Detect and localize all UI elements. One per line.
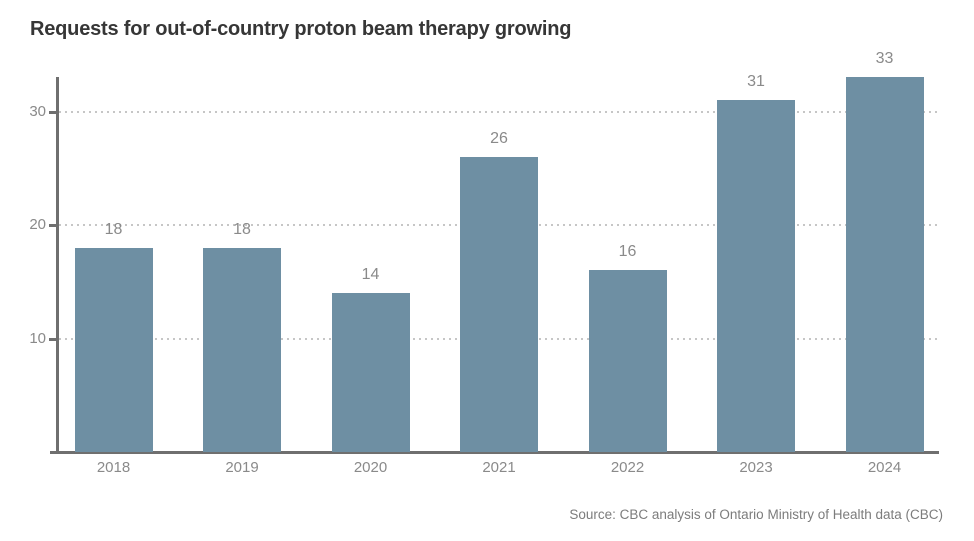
bar-value-label-2020: 14 xyxy=(361,266,380,284)
bar-value-label-2022: 16 xyxy=(618,243,637,261)
bar-value-label-2023: 31 xyxy=(747,73,765,91)
bar-2018 xyxy=(74,247,153,452)
x-tick-label-2018: 2018 xyxy=(96,459,131,476)
bar-2023 xyxy=(717,100,795,452)
bar-value-label-2021: 26 xyxy=(490,129,508,147)
y-tick-mark-20 xyxy=(49,224,57,227)
chart-title: Requests for out-of-country proton beam … xyxy=(30,18,572,40)
x-tick-label-2019: 2019 xyxy=(225,459,259,476)
y-tick-mark-30 xyxy=(49,110,57,114)
x-tick-label-2022: 2022 xyxy=(610,459,645,476)
bar-value-label-2024: 33 xyxy=(875,50,894,68)
x-tick-label-2024: 2024 xyxy=(867,459,902,476)
y-axis-line xyxy=(56,77,59,454)
y-tick-label-20: 20 xyxy=(29,216,46,233)
gridline-30 xyxy=(59,110,940,113)
bar-2022 xyxy=(588,270,667,452)
bar-value-label-2019: 18 xyxy=(233,220,251,238)
x-tick-label-2023: 2023 xyxy=(739,459,773,476)
y-tick-label-10: 10 xyxy=(29,329,46,347)
bar-2020 xyxy=(331,293,410,452)
bar-2021 xyxy=(460,156,538,452)
source-caption: Source: CBC analysis of Ontario Ministry… xyxy=(569,507,943,522)
y-tick-mark-10 xyxy=(49,337,57,341)
x-tick-label-2021: 2021 xyxy=(482,459,516,476)
x-axis-line xyxy=(50,451,939,454)
bar-2024 xyxy=(845,77,924,452)
bar-value-label-2018: 18 xyxy=(104,220,123,238)
x-tick-label-2020: 2020 xyxy=(353,459,388,476)
y-tick-label-30: 30 xyxy=(29,102,46,120)
bar-2019 xyxy=(203,247,281,452)
